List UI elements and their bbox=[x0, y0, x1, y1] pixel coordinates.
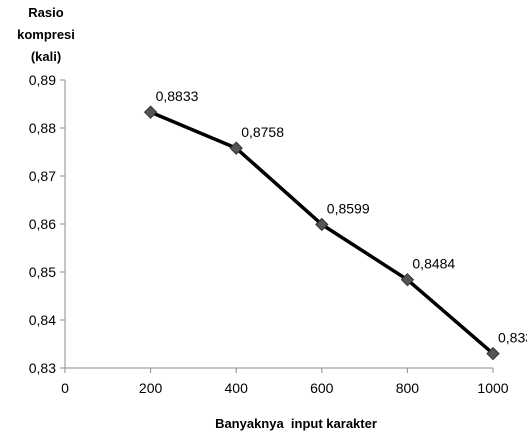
x-axis-title: Banyaknya input karakter bbox=[215, 416, 377, 431]
data-point-marker bbox=[486, 346, 500, 361]
data-label: 0,8484 bbox=[412, 256, 455, 272]
y-axis-title-line: (kali) bbox=[31, 49, 61, 64]
y-tick-label: 0,87 bbox=[29, 168, 56, 184]
data-label: 0,8758 bbox=[241, 124, 284, 140]
y-axis-ticks: 0,83 0,84 0,85 0,86 0,87 0,88 0,89 bbox=[29, 72, 65, 376]
data-point-marker bbox=[143, 105, 158, 119]
y-axis-title-line: Rasio bbox=[28, 5, 63, 20]
y-tick-label: 0,83 bbox=[29, 360, 56, 376]
y-tick-label: 0,84 bbox=[29, 312, 56, 328]
data-point-marker bbox=[400, 272, 415, 287]
x-tick-label: 0 bbox=[61, 380, 69, 396]
data-point-marker bbox=[315, 217, 329, 232]
x-tick-label: 400 bbox=[225, 380, 249, 396]
x-tick-label: 1000 bbox=[477, 380, 508, 396]
y-axis-title: Rasio kompresi (kali) bbox=[17, 5, 75, 64]
x-axis-ticks: 0 200 400 600 800 1000 bbox=[61, 368, 509, 396]
y-tick-label: 0,86 bbox=[29, 216, 56, 232]
data-labels: 0,8833 0,8758 0,8599 0,8484 0,833 bbox=[156, 88, 527, 345]
series-line bbox=[149, 110, 495, 355]
x-tick-label: 200 bbox=[139, 380, 163, 396]
series-layer bbox=[143, 105, 500, 361]
data-point-marker bbox=[229, 141, 243, 155]
x-tick-label: 600 bbox=[310, 380, 334, 396]
data-label: 0,833 bbox=[498, 330, 527, 346]
data-label: 0,8599 bbox=[327, 200, 370, 216]
y-axis-title-line: kompresi bbox=[17, 27, 75, 42]
y-tick-label: 0,89 bbox=[29, 72, 56, 88]
x-tick-label: 800 bbox=[396, 380, 420, 396]
y-tick-label: 0,85 bbox=[29, 264, 56, 280]
y-tick-label: 0,88 bbox=[29, 120, 56, 136]
data-label: 0,8833 bbox=[156, 88, 199, 104]
